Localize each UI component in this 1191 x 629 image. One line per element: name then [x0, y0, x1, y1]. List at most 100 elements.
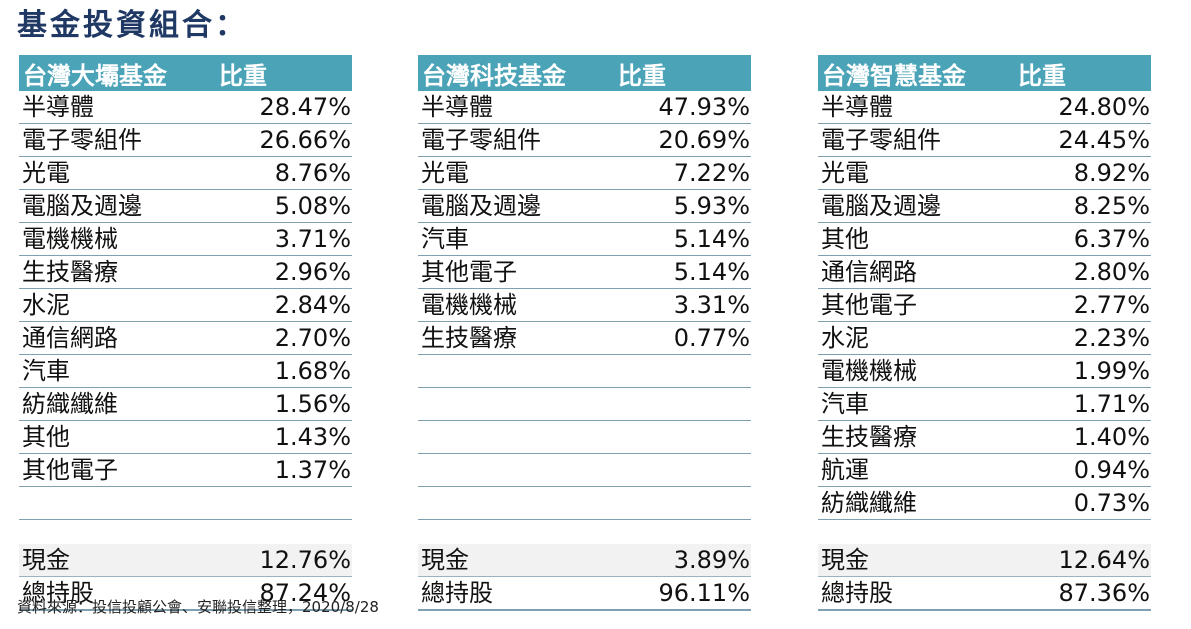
- weight-cell: 6.37%: [1018, 222, 1151, 256]
- sector-cell: 其他電子: [19, 453, 219, 487]
- sector-cell: [418, 486, 618, 520]
- cash-label: 現金: [818, 544, 1018, 577]
- weight-cell: 0.77%: [618, 321, 751, 355]
- sector-cell: [418, 420, 618, 454]
- weight-cell: [618, 354, 751, 388]
- sector-cell: 生技醫療: [818, 420, 1018, 454]
- cash-label: 現金: [418, 544, 618, 577]
- weight-cell: 8.76%: [219, 156, 352, 190]
- cash-row: 現金 3.89%: [418, 544, 751, 577]
- table-row: 航運 0.94%: [818, 453, 1151, 487]
- weight-cell: 1.68%: [219, 354, 352, 388]
- weight-cell: 2.70%: [219, 321, 352, 355]
- sector-cell: 水泥: [818, 321, 1018, 355]
- table-row: 其他電子 5.14%: [418, 255, 751, 289]
- weight-cell: 3.31%: [618, 288, 751, 322]
- table-row: [19, 486, 352, 520]
- weight-cell: 5.08%: [219, 189, 352, 223]
- total-holding-row: 總持股 87.24%: [19, 576, 352, 611]
- total-holding-label: 總持股: [19, 576, 219, 611]
- weight-cell: 2.84%: [219, 288, 352, 322]
- weight-cell: 2.23%: [1018, 321, 1151, 355]
- sector-cell: 光電: [19, 156, 219, 190]
- spacer-row: [418, 520, 751, 545]
- cash-label: 現金: [19, 544, 219, 577]
- sector-cell: 生技醫療: [19, 255, 219, 289]
- table-row: 電腦及週邊 5.93%: [418, 189, 751, 223]
- table-row: 生技醫療 2.96%: [19, 255, 352, 289]
- sector-cell: 半導體: [418, 91, 618, 124]
- weight-cell: [618, 486, 751, 520]
- sector-cell: 電腦及週邊: [818, 189, 1018, 223]
- table-header-row: 台灣大壩基金 比重: [19, 55, 352, 91]
- table-row: [418, 354, 751, 388]
- sector-cell: 水泥: [19, 288, 219, 322]
- weight-cell: 7.22%: [618, 156, 751, 190]
- sector-cell: 汽車: [418, 222, 618, 256]
- weight-cell: 1.37%: [219, 453, 352, 487]
- table-row: 電機機械 1.99%: [818, 354, 1151, 388]
- sector-cell: 半導體: [19, 91, 219, 124]
- table-row: 光電 8.92%: [818, 156, 1151, 190]
- table-row: 紡織纖維 1.56%: [19, 387, 352, 421]
- sector-cell: 其他: [19, 420, 219, 454]
- sector-cell: 汽車: [19, 354, 219, 388]
- weight-cell: 2.77%: [1018, 288, 1151, 322]
- weight-cell: [618, 453, 751, 487]
- sector-cell: 電機機械: [19, 222, 219, 256]
- table-row: 紡織纖維 0.73%: [818, 486, 1151, 520]
- weight-cell: 20.69%: [618, 123, 751, 157]
- weight-cell: 3.71%: [219, 222, 352, 256]
- total-holding-label: 總持股: [418, 576, 618, 611]
- table-row: 電腦及週邊 5.08%: [19, 189, 352, 223]
- weight-cell: 8.25%: [1018, 189, 1151, 223]
- sector-cell: 紡織纖維: [19, 387, 219, 421]
- table-row: 其他 6.37%: [818, 222, 1151, 256]
- sector-cell: 電機機械: [818, 354, 1018, 388]
- sector-cell: 電腦及週邊: [19, 189, 219, 223]
- weight-cell: 1.99%: [1018, 354, 1151, 388]
- cash-weight: 12.76%: [219, 544, 352, 577]
- table-row: 汽車 1.71%: [818, 387, 1151, 421]
- weight-cell: 47.93%: [618, 91, 751, 124]
- sector-cell: [418, 453, 618, 487]
- weight-header: 比重: [1018, 55, 1151, 91]
- cash-weight: 12.64%: [1018, 544, 1151, 577]
- weight-cell: [618, 387, 751, 421]
- total-holding-label: 總持股: [818, 576, 1018, 611]
- table-row: 電機機械 3.71%: [19, 222, 352, 256]
- sector-cell: 通信網路: [19, 321, 219, 355]
- fund-name-header: 台灣科技基金: [418, 55, 618, 91]
- sector-cell: 其他電子: [818, 288, 1018, 322]
- table-row: 其他 1.43%: [19, 420, 352, 454]
- sector-cell: 半導體: [818, 91, 1018, 124]
- table-row: [418, 387, 751, 421]
- table-row: 電機機械 3.31%: [418, 288, 751, 322]
- table-row: 光電 8.76%: [19, 156, 352, 190]
- total-holding-row: 總持股 96.11%: [418, 576, 751, 611]
- weight-cell: 1.71%: [1018, 387, 1151, 421]
- weight-header: 比重: [618, 55, 751, 91]
- table-row: 光電 7.22%: [418, 156, 751, 190]
- table-row: [418, 453, 751, 487]
- sector-cell: 電子零組件: [19, 123, 219, 157]
- weight-cell: 24.45%: [1018, 123, 1151, 157]
- table-row: 汽車 5.14%: [418, 222, 751, 256]
- sector-cell: 其他電子: [418, 255, 618, 289]
- weight-cell: [618, 420, 751, 454]
- sector-cell: 航運: [818, 453, 1018, 487]
- sector-cell: 紡織纖維: [818, 486, 1018, 520]
- table-row: 電子零組件 26.66%: [19, 123, 352, 157]
- fund-table-taiwan-dam: 台灣大壩基金 比重 半導體 28.47% 電子零組件 26.66% 光電 8.76% …: [19, 55, 352, 611]
- table-row: [418, 486, 751, 520]
- sector-cell: 電子零組件: [418, 123, 618, 157]
- cash-weight: 3.89%: [618, 544, 751, 577]
- spacer-row: [19, 520, 352, 545]
- table-row: 汽車 1.68%: [19, 354, 352, 388]
- weight-cell: 0.94%: [1018, 453, 1151, 487]
- table-row: 其他電子 2.77%: [818, 288, 1151, 322]
- sector-cell: 生技醫療: [418, 321, 618, 355]
- table-row: 電子零組件 24.45%: [818, 123, 1151, 157]
- weight-cell: 0.73%: [1018, 486, 1151, 520]
- weight-cell: 2.80%: [1018, 255, 1151, 289]
